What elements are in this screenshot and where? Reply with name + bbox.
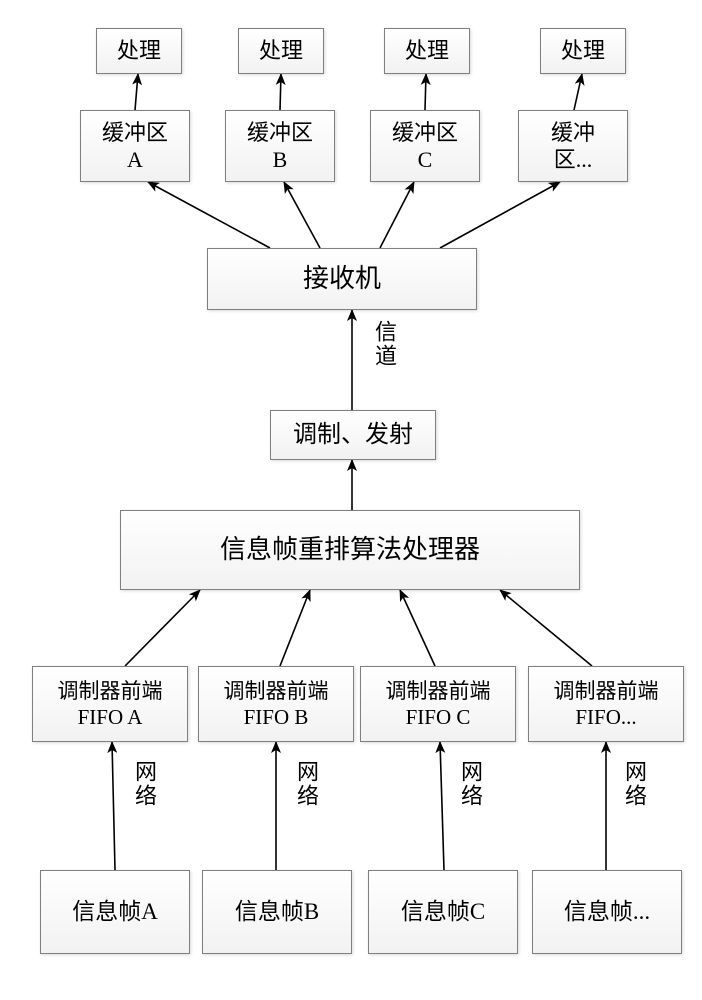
label: 处理 [117,37,161,65]
node-proc-1: 处理 [96,28,182,74]
node-reorder: 信息帧重排算法处理器 [120,510,580,590]
label: 处理 [259,37,303,65]
label-channel: 信道 [368,320,400,368]
node-buf-a: 缓冲区A [80,110,190,182]
node-frame-a: 信息帧A [40,870,190,954]
node-frame-d: 信息帧... [532,870,682,954]
node-buf-b: 缓冲区B [225,110,335,182]
node-fifo-c: 调制器前端FIFO C [360,666,516,742]
node-fifo-d: 调制器前端FIFO... [528,666,684,742]
node-proc-2: 处理 [238,28,324,74]
node-receiver: 接收机 [207,248,477,310]
node-proc-3: 处理 [384,28,470,74]
node-fifo-b: 调制器前端FIFO B [198,666,354,742]
label-net-a: 网络 [128,760,160,808]
node-frame-c: 信息帧C [368,870,518,954]
node-frame-b: 信息帧B [202,870,352,954]
node-fifo-a: 调制器前端FIFO A [32,666,188,742]
node-proc-4: 处理 [540,28,626,74]
label: 信息帧... [564,898,650,927]
label: 调制器前端FIFO A [58,678,163,731]
label: 缓冲区A [102,119,168,174]
label: 信息帧B [235,898,319,927]
label: 调制、发射 [293,420,413,450]
label: 缓冲区... [551,119,595,174]
label: 调制器前端FIFO B [224,678,329,731]
label-net-b: 网络 [290,760,322,808]
label: 处理 [561,37,605,65]
label: 信息帧A [72,898,158,927]
label: 调制器前端FIFO... [554,678,659,731]
label: 缓冲区C [392,119,458,174]
node-buf-c: 缓冲区C [370,110,480,182]
label-net-d: 网络 [618,760,650,808]
label: 调制器前端FIFO C [386,678,491,731]
label-net-c: 网络 [454,760,486,808]
label: 信息帧重排算法处理器 [220,534,480,567]
node-mod-tx: 调制、发射 [270,410,436,460]
node-buf-d: 缓冲区... [518,110,628,182]
label: 处理 [405,37,449,65]
label: 接收机 [303,263,381,296]
label: 信息帧C [401,898,485,927]
label: 缓冲区B [247,119,313,174]
